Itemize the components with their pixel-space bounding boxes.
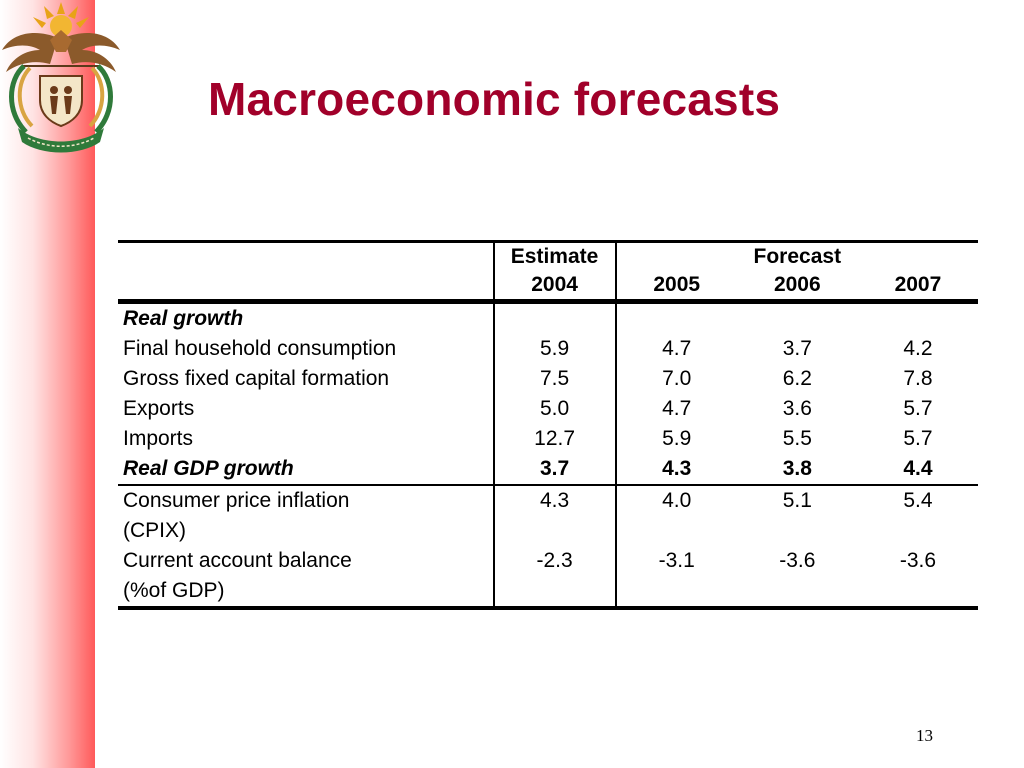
cell-value: 5.9 — [662, 427, 692, 450]
row-label: Gross fixed capital formation — [123, 367, 390, 390]
cell-value: -3.1 — [658, 549, 695, 572]
cell-value: 3.7 — [492, 454, 617, 486]
table-row: Final household consumption 5.9 4.7 3.7 … — [118, 334, 978, 364]
table-row: Gross fixed capital formation 7.5 7.0 6.… — [118, 364, 978, 394]
cell-value: 7.8 — [903, 367, 933, 390]
cell-value: 4.3 — [492, 485, 617, 516]
wheat-ring-icon — [9, 64, 113, 134]
table-header-years-row: 2004 2005 2006 2007 — [118, 271, 978, 304]
forecast-table: Estimate Forecast 2004 2005 2006 2007 Re… — [118, 240, 978, 610]
cell-value: -3.6 — [899, 549, 937, 572]
table-row: Current account balance -2.3 -3.1 -3.6 -… — [118, 546, 978, 576]
cell-value: 4.7 — [662, 397, 692, 420]
cell-value: -2.3 — [492, 546, 617, 576]
section-label-real-growth: Real growth — [123, 307, 244, 330]
wings-icon — [2, 30, 120, 72]
header-blank-cell — [615, 240, 737, 271]
row-label: Real GDP growth — [118, 454, 494, 486]
header-blank-cell — [857, 240, 978, 271]
header-year: 2007 — [857, 271, 978, 304]
header-estimate: Estimate — [492, 240, 617, 271]
header-year: 2006 — [736, 271, 858, 304]
row-label: Final household consumption — [123, 337, 397, 360]
table-row-continuation: (%of GDP) — [118, 576, 978, 610]
cell-value: 5.7 — [903, 427, 933, 450]
cell-value: 4.0 — [662, 489, 692, 512]
cell-value: 4.7 — [662, 337, 692, 360]
cell-value: 4.3 — [615, 454, 737, 486]
cell-value: 7.0 — [662, 367, 692, 390]
cell-value: 3.8 — [736, 454, 858, 486]
shield-icon — [39, 75, 83, 128]
cell-value: -3.6 — [779, 549, 816, 572]
page-number: 13 — [916, 726, 933, 745]
table-row: Imports 12.7 5.9 5.5 5.7 — [118, 424, 978, 454]
sun-icon — [33, 2, 89, 37]
header-year: 2005 — [615, 271, 737, 304]
table-header-row: Estimate Forecast — [118, 240, 978, 271]
row-label: Imports — [123, 427, 194, 450]
header-blank-cell — [118, 271, 494, 304]
cell-value: 5.9 — [492, 334, 617, 364]
header-forecast: Forecast — [736, 240, 858, 271]
section-row: Real growth — [118, 301, 978, 334]
cell-value: 5.1 — [782, 489, 812, 512]
slide-title: Macroeconomic forecasts — [208, 73, 781, 125]
cell-value: 12.7 — [492, 424, 617, 454]
cell-value: 3.7 — [782, 337, 812, 360]
cell-value: 5.5 — [782, 427, 812, 450]
cell-value: 5.4 — [903, 489, 933, 512]
row-label: Consumer price inflation — [123, 489, 350, 512]
cell-value: 5.0 — [492, 394, 617, 424]
table-row-gdp: Real GDP growth 3.7 4.3 3.8 4.4 — [118, 454, 978, 486]
cell-value: 5.7 — [903, 397, 933, 420]
table-row: Consumer price inflation 4.3 4.0 5.1 5.4 — [118, 485, 978, 516]
row-label-line2: (CPIX) — [123, 519, 186, 542]
cell-value: 6.2 — [782, 367, 812, 390]
cell-value: 4.4 — [857, 454, 978, 486]
header-year: 2004 — [492, 271, 617, 304]
table-row-continuation: (CPIX) — [118, 516, 978, 546]
cell-value: 4.2 — [903, 337, 933, 360]
row-label: Exports — [123, 397, 195, 420]
cell-value: 7.5 — [492, 364, 617, 394]
row-label-line2: (%of GDP) — [118, 576, 494, 610]
coat-of-arms-icon — [2, 2, 120, 153]
table-row: Exports 5.0 4.7 3.6 5.7 — [118, 394, 978, 424]
header-blank-cell — [118, 240, 494, 271]
side-gradient-bar — [0, 0, 95, 768]
row-label: Current account balance — [123, 549, 352, 572]
motto-ribbon-icon — [18, 128, 104, 153]
cell-value: 3.6 — [782, 397, 812, 420]
